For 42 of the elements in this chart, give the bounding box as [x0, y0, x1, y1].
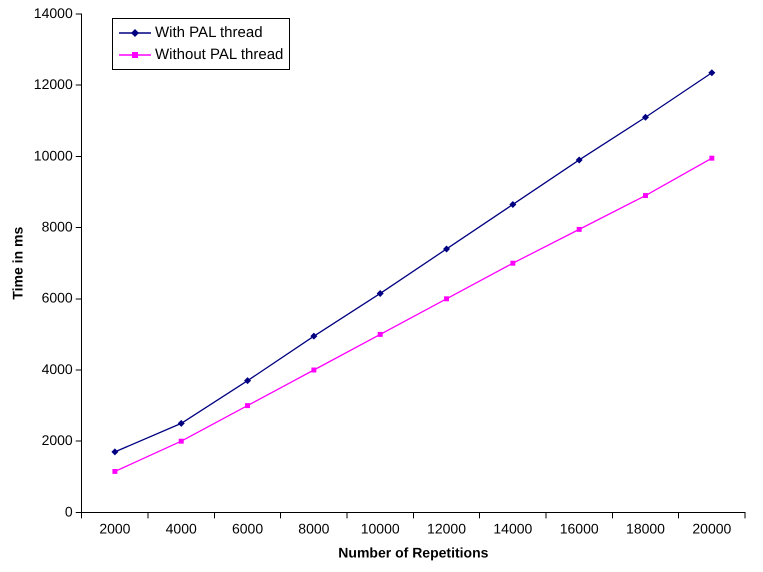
y-tick-label: 12000: [34, 76, 73, 92]
x-tick-label: 4000: [166, 520, 197, 537]
point: [378, 332, 383, 337]
x-tick-label: 18000: [626, 520, 666, 537]
y-tick-label: 4000: [42, 360, 73, 377]
x-tick-label: 6000: [232, 520, 264, 537]
point: [244, 377, 252, 384]
point: [708, 69, 716, 76]
legend-label: With PAL thread: [155, 23, 263, 43]
x-tick-label: 14000: [493, 520, 533, 537]
point: [376, 290, 384, 297]
y-tick-label: 2000: [42, 432, 73, 448]
point: [111, 448, 118, 456]
point: [576, 156, 583, 164]
point: [642, 114, 650, 121]
y-tick-label: 6000: [42, 290, 73, 306]
x-tick-label: 2000: [99, 520, 131, 537]
point: [510, 260, 516, 266]
point: [178, 420, 185, 427]
point: [444, 296, 450, 302]
point: [643, 193, 648, 198]
point: [178, 438, 184, 444]
x-tick-label: 10000: [360, 520, 400, 537]
legend-label: Without PAL thread: [155, 45, 284, 65]
point: [443, 245, 450, 252]
y-tick-label: 0: [64, 503, 73, 520]
y-tick-label: 14000: [34, 4, 73, 21]
x-tick-label: 20000: [692, 520, 732, 537]
point: [311, 368, 316, 372]
x-tick-label: 8000: [298, 520, 330, 537]
y-tick-label: 8000: [42, 218, 73, 234]
point: [576, 226, 582, 232]
y-tick-label: 10000: [34, 147, 73, 164]
point: [709, 156, 714, 161]
y-axis-title: Time in ms: [9, 226, 26, 300]
x-axis-title: Number of Repetitions: [338, 544, 489, 560]
point: [509, 200, 516, 208]
x-tick-label: 12000: [427, 520, 466, 537]
x-tick-label: 16000: [560, 520, 599, 537]
point: [310, 332, 318, 340]
point: [245, 403, 250, 408]
point: [112, 468, 118, 474]
